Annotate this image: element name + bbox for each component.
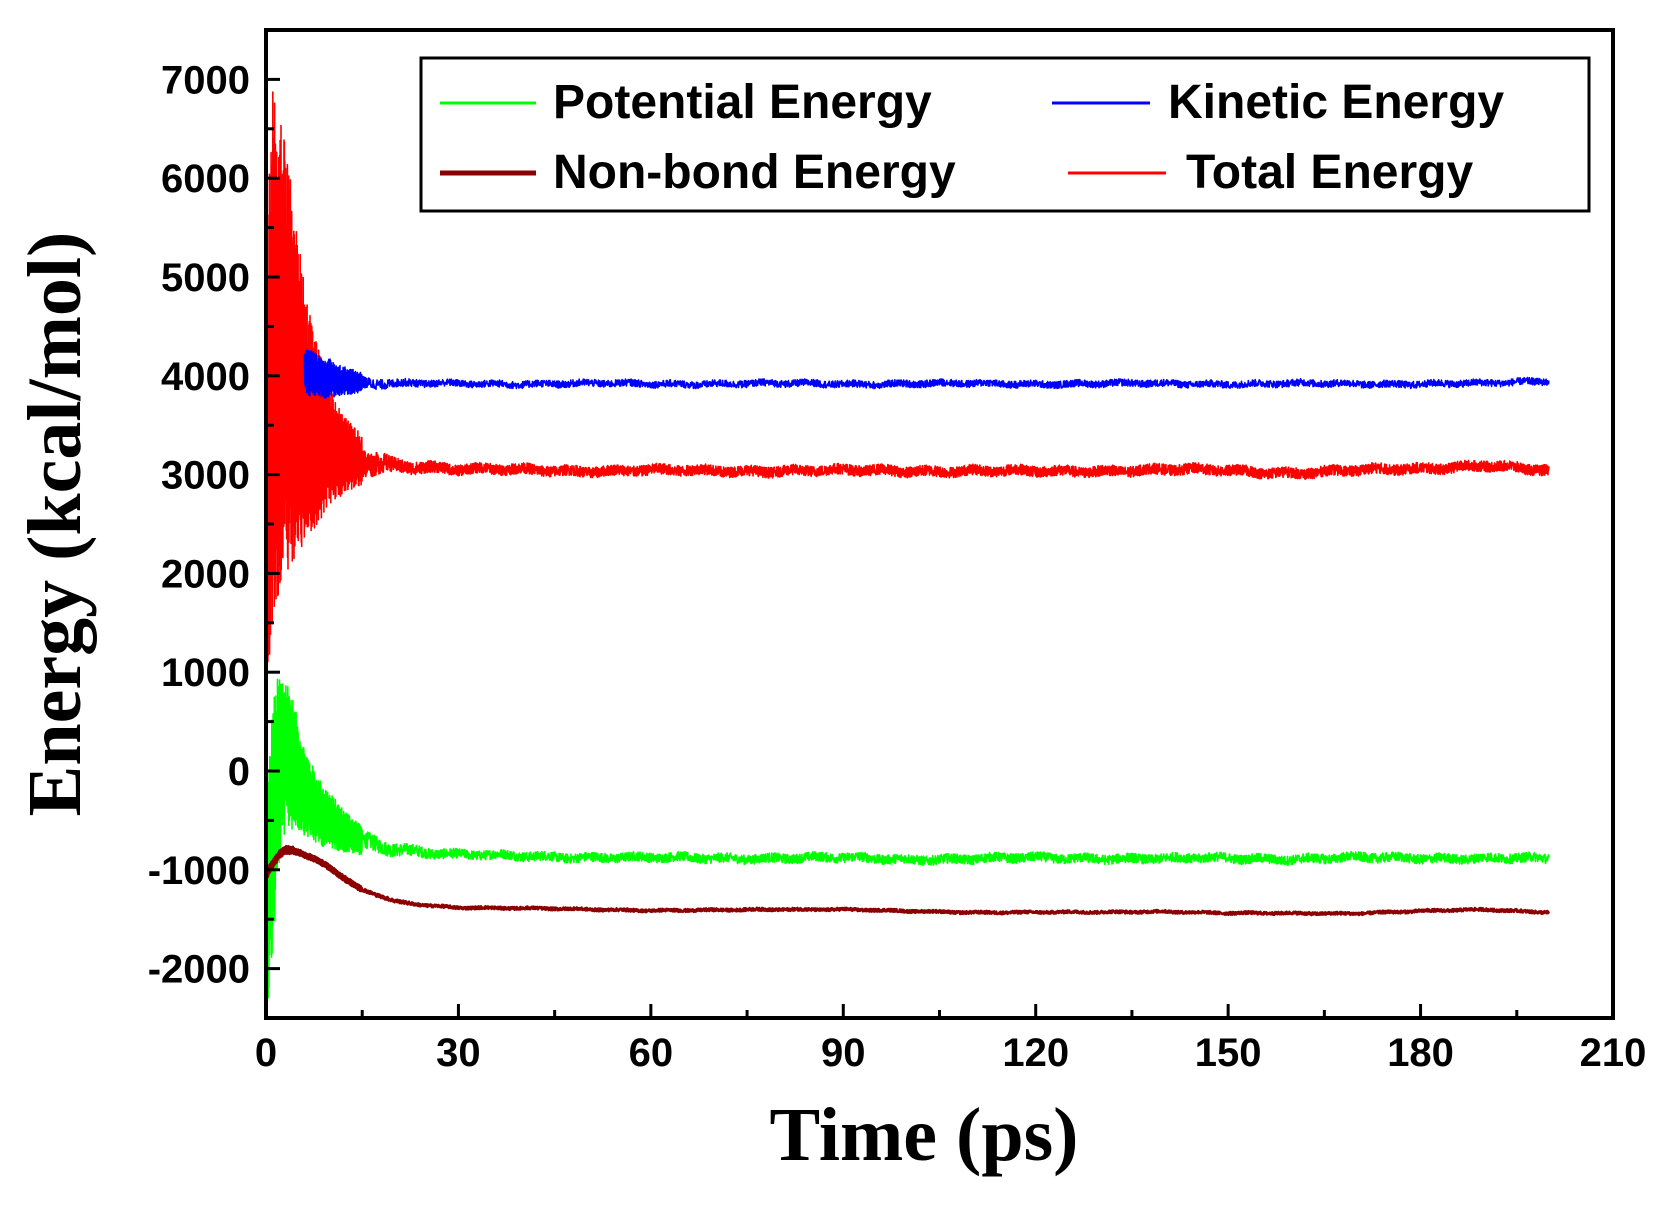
x-axis-title: Time (ps) <box>770 1093 1079 1177</box>
y-tick-label: -2000 <box>148 948 250 992</box>
x-tick-label: 90 <box>821 1031 866 1075</box>
x-tick-label: 180 <box>1387 1031 1454 1075</box>
legend-box <box>419 56 1591 213</box>
legend-label-total-energy: Total Energy <box>1186 146 1473 199</box>
y-axis-title: Energy (kcal/mol) <box>13 232 97 817</box>
y-tick-label: 1000 <box>161 651 250 695</box>
legend-label-kinetic-energy: Kinetic Energy <box>1168 76 1504 129</box>
series-line-total-energy <box>265 91 1550 719</box>
series-line-kinetic-energy <box>303 349 1550 399</box>
x-tick-label: 150 <box>1195 1031 1262 1075</box>
series-layer <box>264 91 1551 1019</box>
x-axis: 0 30 60 90 120 150 180 210 <box>255 1004 1647 1075</box>
legend-label-non-bond-energy: Non-bond Energy <box>553 146 956 199</box>
legend-label-potential-energy: Potential Energy <box>553 76 932 129</box>
series-line-non-bond-energy <box>264 845 1551 917</box>
x-tick-label: 210 <box>1580 1031 1647 1075</box>
y-tick-label: 7000 <box>161 58 250 102</box>
legend: Potential Energy Kinetic Energy Non-bond E… <box>419 56 1591 213</box>
y-tick-label: 0 <box>228 750 250 794</box>
y-axis: -2000 -1000 0 1000 2000 3000 4000 5000 6000 7000 <box>148 28 280 992</box>
y-tick-label: 2000 <box>161 552 250 596</box>
x-tick-label: 0 <box>255 1031 277 1075</box>
y-tick-label: 6000 <box>161 157 250 201</box>
y-tick-label: 4000 <box>161 355 250 399</box>
x-tick-label: 30 <box>436 1031 481 1075</box>
x-tick-label: 120 <box>1002 1031 1069 1075</box>
y-tick-label: 3000 <box>161 454 250 498</box>
y-tick-label: 5000 <box>161 256 250 300</box>
x-tick-label: 60 <box>629 1031 674 1075</box>
y-tick-label: -1000 <box>148 849 250 893</box>
series-line-potential-energy <box>265 678 1550 1019</box>
